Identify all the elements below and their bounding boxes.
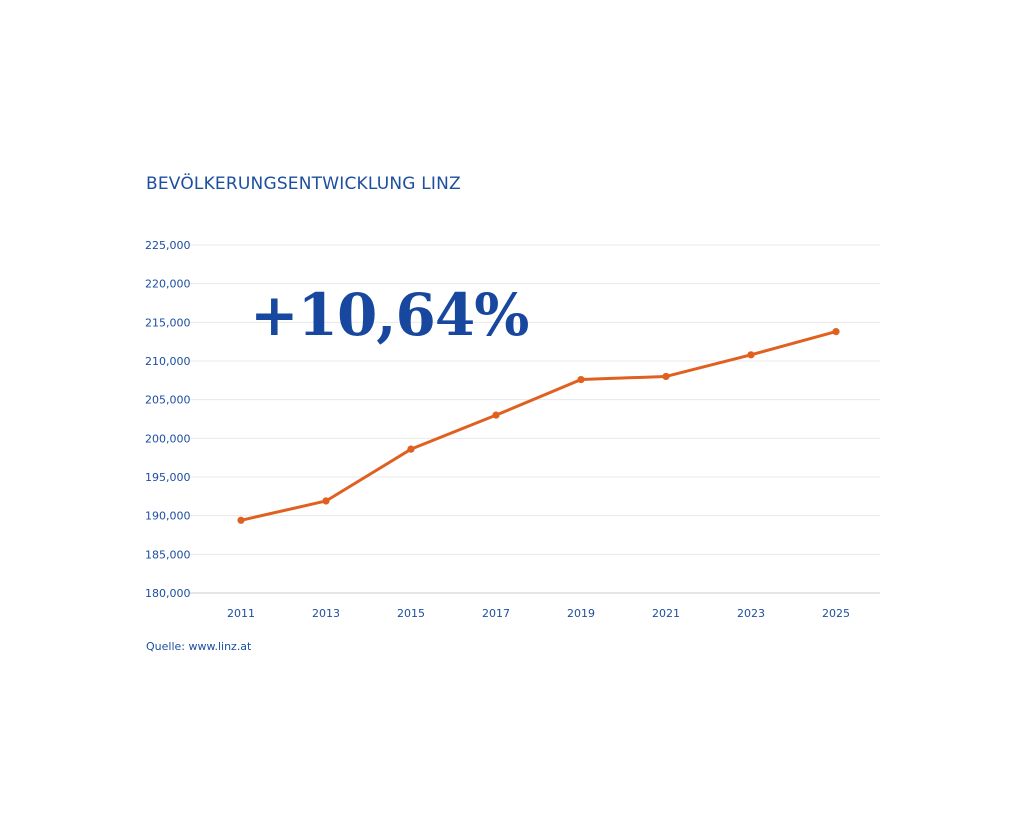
y-tick-label: 180,000 [145, 587, 191, 600]
x-tick-label: 2013 [312, 607, 340, 620]
x-tick-label: 2019 [567, 607, 595, 620]
y-tick-label: 195,000 [145, 471, 191, 484]
y-tick-label: 200,000 [145, 432, 191, 445]
x-tick-label: 2015 [397, 607, 425, 620]
grid-lines [190, 244, 880, 594]
y-tick-label: 210,000 [145, 355, 191, 368]
y-tick-label: 190,000 [145, 510, 191, 523]
y-tick-label: 215,000 [145, 316, 191, 329]
data-point [747, 351, 755, 359]
x-tick-label: 2023 [737, 607, 765, 620]
series-layer [237, 328, 840, 524]
chart-title: BEVÖLKERUNGSENTWICKLUNG LINZ [146, 174, 461, 194]
data-point [662, 372, 670, 381]
y-tick-label: 220,000 [145, 278, 191, 291]
data-point [322, 497, 330, 505]
y-axis: 180,000 185,000 190,000 195,000 200,000 205,0… [145, 239, 191, 600]
y-tick-label: 205,000 [145, 394, 191, 407]
x-tick-label: 2011 [227, 607, 255, 620]
x-axis: 2011 2013 2015 2017 2019 2021 2023 2025 [227, 607, 850, 620]
x-tick-label: 2025 [822, 607, 850, 620]
x-tick-label: 2017 [482, 607, 510, 620]
growth-annotation: +10,64% [250, 281, 529, 349]
data-point [237, 516, 245, 524]
y-tick-label: 225,000 [145, 239, 191, 252]
series-line [239, 330, 838, 522]
y-tick-label: 185,000 [145, 548, 191, 561]
data-point [492, 411, 500, 419]
data-point [577, 375, 585, 384]
data-point [407, 445, 415, 453]
data-point [832, 328, 840, 336]
source-note: Quelle: www.linz.at [146, 640, 252, 653]
x-tick-label: 2021 [652, 607, 680, 620]
